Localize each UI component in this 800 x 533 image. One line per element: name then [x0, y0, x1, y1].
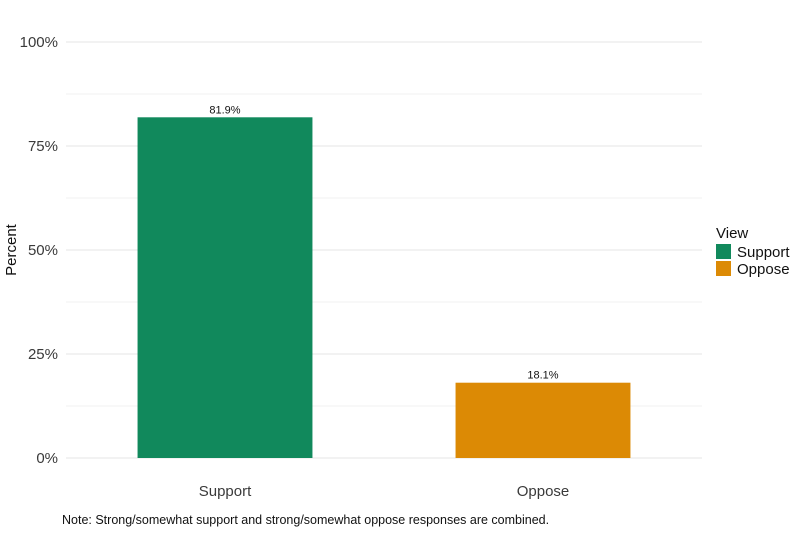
y-tick-label: 50% [28, 242, 58, 259]
data-label-support: 81.9% [209, 104, 240, 116]
x-category-label: Oppose [517, 483, 570, 500]
legend-label-oppose: Oppose [737, 261, 790, 278]
y-tick-label: 100% [20, 34, 58, 51]
data-labels: 81.9% 18.1% [209, 104, 558, 381]
legend-swatch-oppose [716, 261, 731, 276]
y-tick-label: 25% [28, 346, 58, 363]
y-axis-title: Percent [3, 223, 20, 276]
legend-swatch-support [716, 244, 731, 259]
x-category-label: Support [199, 483, 252, 500]
y-tick-label: 75% [28, 138, 58, 155]
y-tick-labels: 0% 25% 50% 75% 100% [20, 34, 58, 467]
bar-support [137, 117, 313, 459]
bars [137, 117, 631, 459]
legend-title: View [716, 225, 748, 242]
data-label-oppose: 18.1% [527, 370, 558, 382]
category-labels: Support Oppose [199, 483, 570, 500]
bar-oppose [455, 382, 631, 458]
footnote: Note: Strong/somewhat support and strong… [62, 513, 550, 527]
y-tick-label: 0% [36, 450, 58, 467]
legend-label-support: Support [737, 244, 790, 261]
